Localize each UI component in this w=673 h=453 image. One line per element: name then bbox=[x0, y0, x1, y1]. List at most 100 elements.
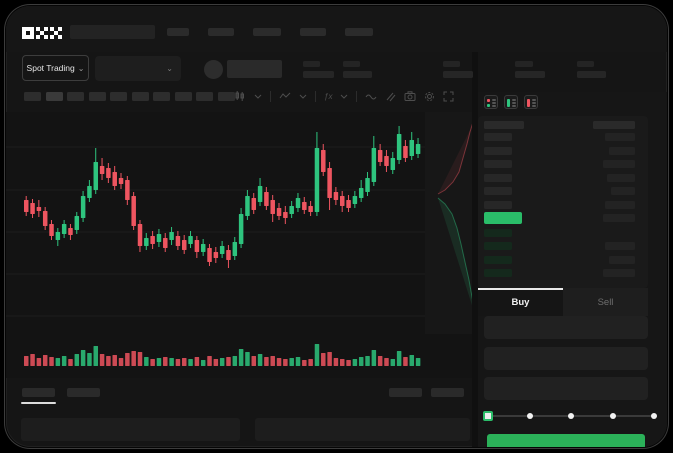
bid-amount[interactable] bbox=[609, 255, 635, 264]
book-asks-icon[interactable] bbox=[524, 95, 538, 109]
candle-body bbox=[125, 180, 130, 200]
orders-tab-placeholder[interactable] bbox=[67, 388, 100, 397]
volume-bar bbox=[226, 357, 231, 366]
orders-tab-placeholder[interactable] bbox=[22, 388, 55, 397]
candlestick-chart[interactable] bbox=[6, 112, 472, 378]
ask-amount[interactable] bbox=[605, 201, 635, 209]
candle-body bbox=[156, 234, 162, 242]
search-placeholder[interactable] bbox=[70, 25, 155, 39]
timeframe-button-placeholder[interactable] bbox=[196, 92, 213, 101]
orders-action-placeholder[interactable] bbox=[389, 388, 422, 397]
camera-icon[interactable] bbox=[404, 91, 416, 101]
book-combined-icon[interactable] bbox=[484, 95, 498, 109]
timeframe-button-placeholder[interactable] bbox=[67, 92, 84, 101]
candle-body bbox=[295, 198, 301, 208]
ask-amount[interactable] bbox=[603, 160, 635, 169]
candle-body bbox=[42, 211, 48, 226]
candle-body bbox=[74, 216, 80, 230]
ask-row[interactable] bbox=[484, 201, 512, 209]
timeframe-button-placeholder[interactable] bbox=[110, 92, 127, 101]
bid-amount[interactable] bbox=[605, 242, 635, 251]
bid-amount[interactable] bbox=[603, 268, 635, 277]
tab-buy[interactable]: Buy bbox=[478, 288, 563, 316]
amount-input-placeholder[interactable] bbox=[484, 347, 648, 370]
timeframe-button-placeholder[interactable] bbox=[153, 92, 170, 101]
market-type-dropdown[interactable]: Spot Trading ⌄ bbox=[22, 55, 89, 81]
okx-logo[interactable] bbox=[22, 26, 62, 40]
ask-amount[interactable] bbox=[607, 173, 635, 182]
nav-item-placeholder[interactable] bbox=[208, 28, 234, 36]
nav-item-placeholder[interactable] bbox=[253, 28, 281, 36]
volume-bar bbox=[131, 351, 136, 366]
volume-bar bbox=[365, 356, 370, 366]
stat-value-placeholder bbox=[343, 71, 372, 78]
timeframe-button-placeholder[interactable] bbox=[45, 92, 63, 101]
slider-stop[interactable] bbox=[651, 413, 657, 419]
slider-stop[interactable] bbox=[526, 413, 533, 419]
bid-row[interactable] bbox=[484, 255, 512, 264]
total-input-placeholder[interactable] bbox=[484, 377, 648, 400]
volume-bar bbox=[358, 357, 364, 366]
candle-body bbox=[87, 186, 92, 198]
bid-row[interactable] bbox=[484, 229, 512, 237]
tab-sell[interactable]: Sell bbox=[563, 288, 648, 316]
candle-body bbox=[137, 224, 143, 246]
orderbook-header-placeholder[interactable] bbox=[484, 121, 524, 129]
timeframe-button-placeholder[interactable] bbox=[88, 92, 106, 101]
amount-slider[interactable] bbox=[483, 408, 657, 424]
ask-row[interactable] bbox=[484, 160, 512, 169]
book-bids-icon[interactable] bbox=[504, 95, 518, 109]
indicators-fx-icon[interactable]: ƒx bbox=[324, 91, 333, 101]
candle-body bbox=[352, 196, 358, 204]
volume-bar bbox=[289, 358, 294, 366]
price-row-amount[interactable] bbox=[603, 214, 635, 222]
volume-bar bbox=[99, 354, 105, 366]
ask-row[interactable] bbox=[484, 133, 512, 141]
slider-stop[interactable] bbox=[568, 413, 574, 419]
chevron-down-icon[interactable] bbox=[340, 92, 348, 100]
slider-stop[interactable] bbox=[483, 411, 493, 421]
compare-line-icon[interactable] bbox=[365, 91, 377, 101]
orders-action-placeholder[interactable] bbox=[431, 388, 464, 397]
fullscreen-icon[interactable] bbox=[443, 91, 454, 102]
chevron-down-icon[interactable] bbox=[254, 92, 262, 100]
draw-tools-icon[interactable] bbox=[385, 91, 396, 102]
ask-row[interactable] bbox=[484, 146, 512, 155]
timeframe-button-placeholder[interactable] bbox=[131, 92, 149, 101]
candle-body bbox=[24, 200, 29, 212]
bid-row[interactable] bbox=[484, 268, 512, 277]
nav-item-placeholder[interactable] bbox=[167, 28, 189, 36]
candle-body bbox=[270, 200, 275, 214]
settings-gear-icon[interactable] bbox=[424, 91, 435, 102]
ask-row[interactable] bbox=[484, 173, 512, 182]
last-price-bar[interactable] bbox=[484, 212, 522, 224]
ask-row[interactable] bbox=[484, 187, 512, 196]
timeframe-button-placeholder[interactable] bbox=[24, 92, 41, 101]
ask-amount[interactable] bbox=[611, 187, 635, 196]
timeframe-button-placeholder[interactable] bbox=[174, 92, 192, 101]
volume-bar bbox=[409, 355, 415, 366]
pair-selector-dropdown[interactable]: ⌄ bbox=[95, 56, 181, 81]
bid-row[interactable] bbox=[484, 242, 512, 251]
line-type-icon[interactable] bbox=[279, 91, 291, 101]
price-input-placeholder[interactable] bbox=[484, 316, 648, 339]
nav-item-placeholder[interactable] bbox=[300, 28, 326, 36]
candle-body bbox=[346, 200, 351, 208]
icon-mark bbox=[487, 103, 490, 107]
ask-amount[interactable] bbox=[605, 133, 635, 141]
orderbook-header-placeholder[interactable] bbox=[593, 121, 635, 129]
buy-submit-button[interactable] bbox=[487, 434, 645, 447]
volume-bar bbox=[213, 359, 219, 366]
chevron-down-icon[interactable] bbox=[299, 92, 307, 100]
slider-stop[interactable] bbox=[609, 413, 616, 419]
timeframe-button-placeholder[interactable] bbox=[217, 92, 235, 101]
candle-body bbox=[415, 144, 421, 154]
icon-mark bbox=[532, 105, 536, 107]
volume-bar bbox=[80, 350, 86, 366]
depth-line bbox=[437, 123, 472, 195]
candles-icon[interactable] bbox=[234, 90, 246, 102]
ask-amount[interactable] bbox=[609, 146, 635, 155]
coin-avatar bbox=[204, 60, 223, 79]
volume-bar bbox=[137, 352, 143, 366]
nav-item-placeholder[interactable] bbox=[345, 28, 373, 36]
